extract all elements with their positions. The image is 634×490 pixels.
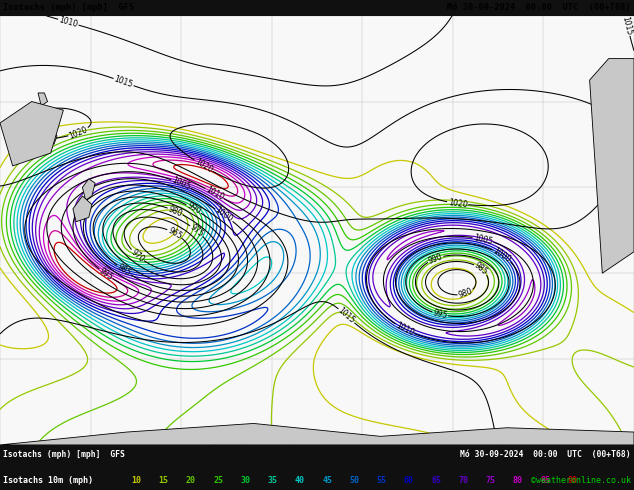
Text: ©weatheronline.co.uk: ©weatheronline.co.uk <box>531 476 631 485</box>
Text: 975: 975 <box>188 223 205 239</box>
Text: 1020: 1020 <box>193 157 214 175</box>
Text: 1015: 1015 <box>336 306 357 325</box>
Text: 15: 15 <box>158 476 169 485</box>
Text: 970: 970 <box>129 247 146 264</box>
Polygon shape <box>51 132 57 145</box>
Text: Isotachs (mph) [mph]  GFS: Isotachs (mph) [mph] GFS <box>3 450 125 459</box>
Text: 980: 980 <box>457 287 474 300</box>
Text: 1005: 1005 <box>171 176 192 192</box>
Text: 990: 990 <box>185 201 202 216</box>
Text: 1010: 1010 <box>394 321 415 338</box>
Text: 1000: 1000 <box>491 246 513 264</box>
Text: 25: 25 <box>213 476 223 485</box>
Text: Mó 30-09-2024  00:00  UTC  (00+T68): Mó 30-09-2024 00:00 UTC (00+T68) <box>447 3 631 12</box>
Text: 80: 80 <box>513 476 523 485</box>
Text: 980: 980 <box>167 204 184 219</box>
Text: Isotachs (mph) [mph]  GFS: Isotachs (mph) [mph] GFS <box>3 3 134 12</box>
Text: 1000: 1000 <box>214 206 235 224</box>
Text: Isotachs 10m (mph): Isotachs 10m (mph) <box>3 476 93 485</box>
Text: 75: 75 <box>486 476 496 485</box>
Polygon shape <box>590 59 634 273</box>
Text: 35: 35 <box>268 476 278 485</box>
Text: 65: 65 <box>431 476 441 485</box>
Text: 60: 60 <box>404 476 414 485</box>
Text: 995: 995 <box>98 266 115 282</box>
Text: 1020: 1020 <box>219 439 238 448</box>
Text: 70: 70 <box>458 476 469 485</box>
Text: 55: 55 <box>377 476 387 485</box>
Text: 965: 965 <box>166 226 183 241</box>
Text: 990: 990 <box>427 252 444 266</box>
Text: 20: 20 <box>186 476 196 485</box>
Text: 1020: 1020 <box>68 124 89 140</box>
Text: 90: 90 <box>567 476 578 485</box>
Text: Mó 30-09-2024  00:00  UTC  (00+T68): Mó 30-09-2024 00:00 UTC (00+T68) <box>460 450 631 459</box>
Text: 1020: 1020 <box>448 198 468 209</box>
Text: 30: 30 <box>240 476 250 485</box>
Text: 1010: 1010 <box>58 15 79 29</box>
Text: 40: 40 <box>295 476 305 485</box>
Text: 85: 85 <box>540 476 550 485</box>
Polygon shape <box>38 93 48 106</box>
Text: 1015: 1015 <box>621 15 634 36</box>
Text: 50: 50 <box>349 476 359 485</box>
Text: 1005: 1005 <box>472 233 493 246</box>
Polygon shape <box>82 179 95 200</box>
Text: 45: 45 <box>322 476 332 485</box>
Text: 985: 985 <box>473 261 489 277</box>
Polygon shape <box>73 196 92 221</box>
Polygon shape <box>0 423 634 445</box>
Text: 985: 985 <box>115 263 133 278</box>
Text: 995: 995 <box>432 308 448 320</box>
Text: 1015: 1015 <box>113 74 134 90</box>
Text: 10: 10 <box>131 476 141 485</box>
Polygon shape <box>0 101 63 166</box>
Text: 1010: 1010 <box>204 185 225 202</box>
